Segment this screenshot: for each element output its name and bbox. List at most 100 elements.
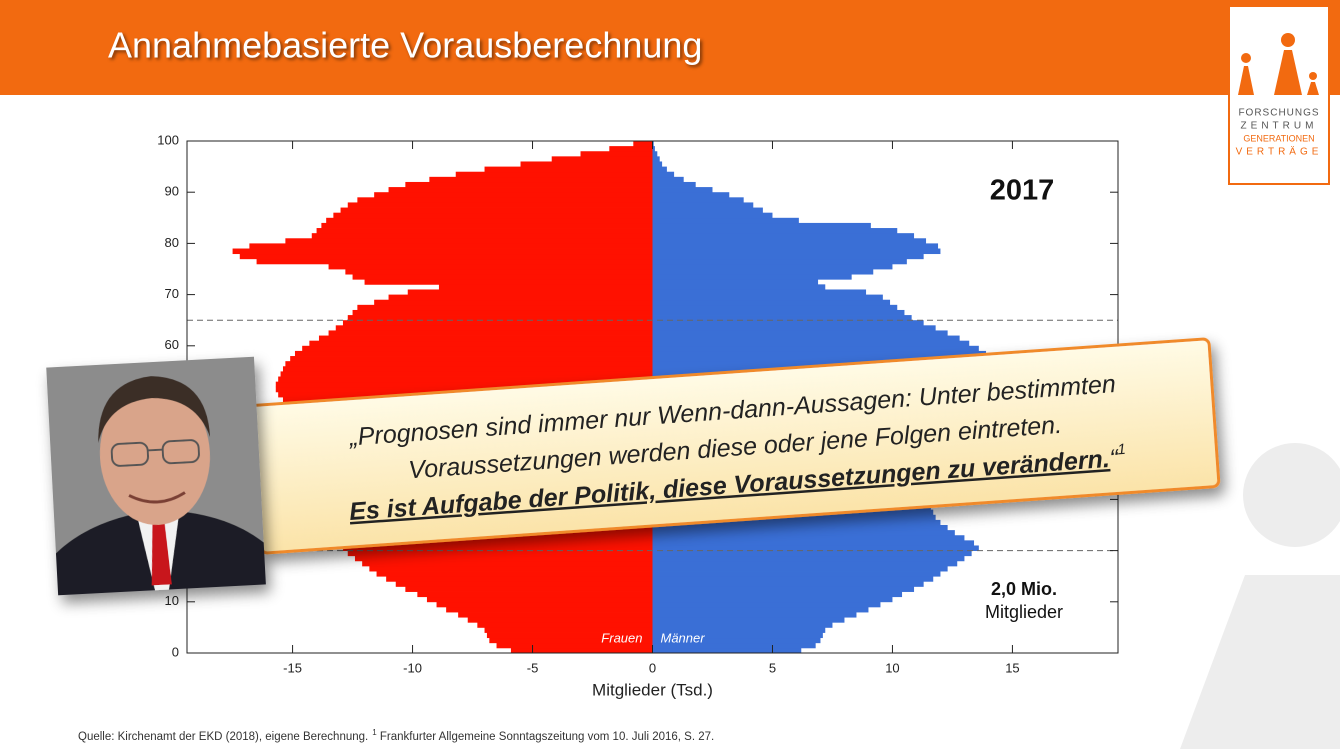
bar [362,561,652,567]
bar [653,259,907,265]
bar [653,238,927,244]
bar [653,208,763,214]
x-tick-label: 10 [885,660,899,675]
bar [249,243,652,249]
bar [429,177,652,183]
bar [653,177,684,183]
bar [312,233,653,239]
bar [653,530,955,536]
bar [653,336,960,342]
source: Quelle: Kirchenamt der EKD (2018), eigen… [78,731,368,743]
bar [439,284,653,290]
slide-title: Annahmebasierte Vorausberechnung [108,25,702,66]
x-tick-label: -15 [283,660,302,675]
bar [317,228,653,234]
logo-text: GENERATIONEN [1243,133,1314,143]
y-tick-label: 0 [172,644,179,659]
bar [653,597,893,603]
bar [653,269,874,275]
bar [653,617,845,623]
bar [653,607,869,613]
bar [653,274,852,280]
bar [653,346,979,352]
logo-text: FORSCHUNGS [1238,108,1319,119]
bar [355,556,653,562]
bar [343,320,653,326]
bar [653,295,883,301]
bar [336,325,653,331]
x-tick-label: 5 [769,660,776,675]
bar [321,223,652,229]
bar [653,325,936,331]
bar [374,192,652,198]
portrait [46,357,266,596]
bar [653,279,819,285]
bar [653,151,658,157]
bar [552,156,653,162]
bar [233,249,653,255]
bar [653,172,675,178]
x-axis-label: Mitglieder (Tsd.) [592,680,713,699]
bar [653,602,881,608]
bar [389,187,653,193]
y-tick-label: 70 [165,286,179,301]
bar [653,310,905,316]
bar [405,586,652,592]
bar [302,346,652,352]
bar [653,228,898,234]
total-sublabel: Mitglieder [985,602,1063,622]
bar [468,617,653,623]
bar [653,197,744,203]
logo-head [1281,33,1295,47]
bar [653,566,948,572]
bar [348,551,653,557]
bar [653,167,667,173]
bar [341,208,653,214]
logo: FORSCHUNGS ZENTRUM GENERATIONEN VERTRÄGE [1229,6,1329,184]
y-tick-label: 60 [165,337,179,352]
bar [653,320,924,326]
bar [285,361,652,367]
bar [386,576,652,582]
bar [653,284,826,290]
x-tick-label: -10 [403,660,422,675]
bar [357,305,652,311]
bar [456,172,653,178]
y-tick-label: 90 [165,184,179,199]
bar [653,612,857,618]
bar [353,274,653,280]
bg-figure-head [1243,443,1340,547]
bar [345,269,652,275]
bar [417,592,652,598]
bar [283,366,653,372]
bar [365,279,653,285]
bar [353,310,653,316]
bar [581,151,653,157]
logo-head [1309,72,1317,80]
bar [653,576,934,582]
quote-footnote: 1 [1117,441,1127,459]
series-label: Frauen [601,630,642,645]
bar [319,336,653,342]
bar [405,182,652,188]
bar [240,254,653,260]
bar [329,330,653,336]
bar [396,581,653,587]
bar [477,622,652,628]
bar [326,218,652,224]
bar [437,602,653,608]
bar [257,259,653,265]
portrait-bridge [148,450,163,451]
bar [653,223,871,229]
bar [521,161,653,167]
bar [609,146,652,152]
y-tick-label: 10 [165,593,179,608]
bar [653,182,696,188]
bar [653,551,972,557]
bar [329,264,653,270]
logo-text: VERTRÄGE [1236,146,1323,158]
footnote: Frankfurter Allgemeine Sonntagszeitung v… [377,731,715,743]
bar [653,305,898,311]
x-tick-label: 15 [1005,660,1019,675]
bar [290,356,652,362]
